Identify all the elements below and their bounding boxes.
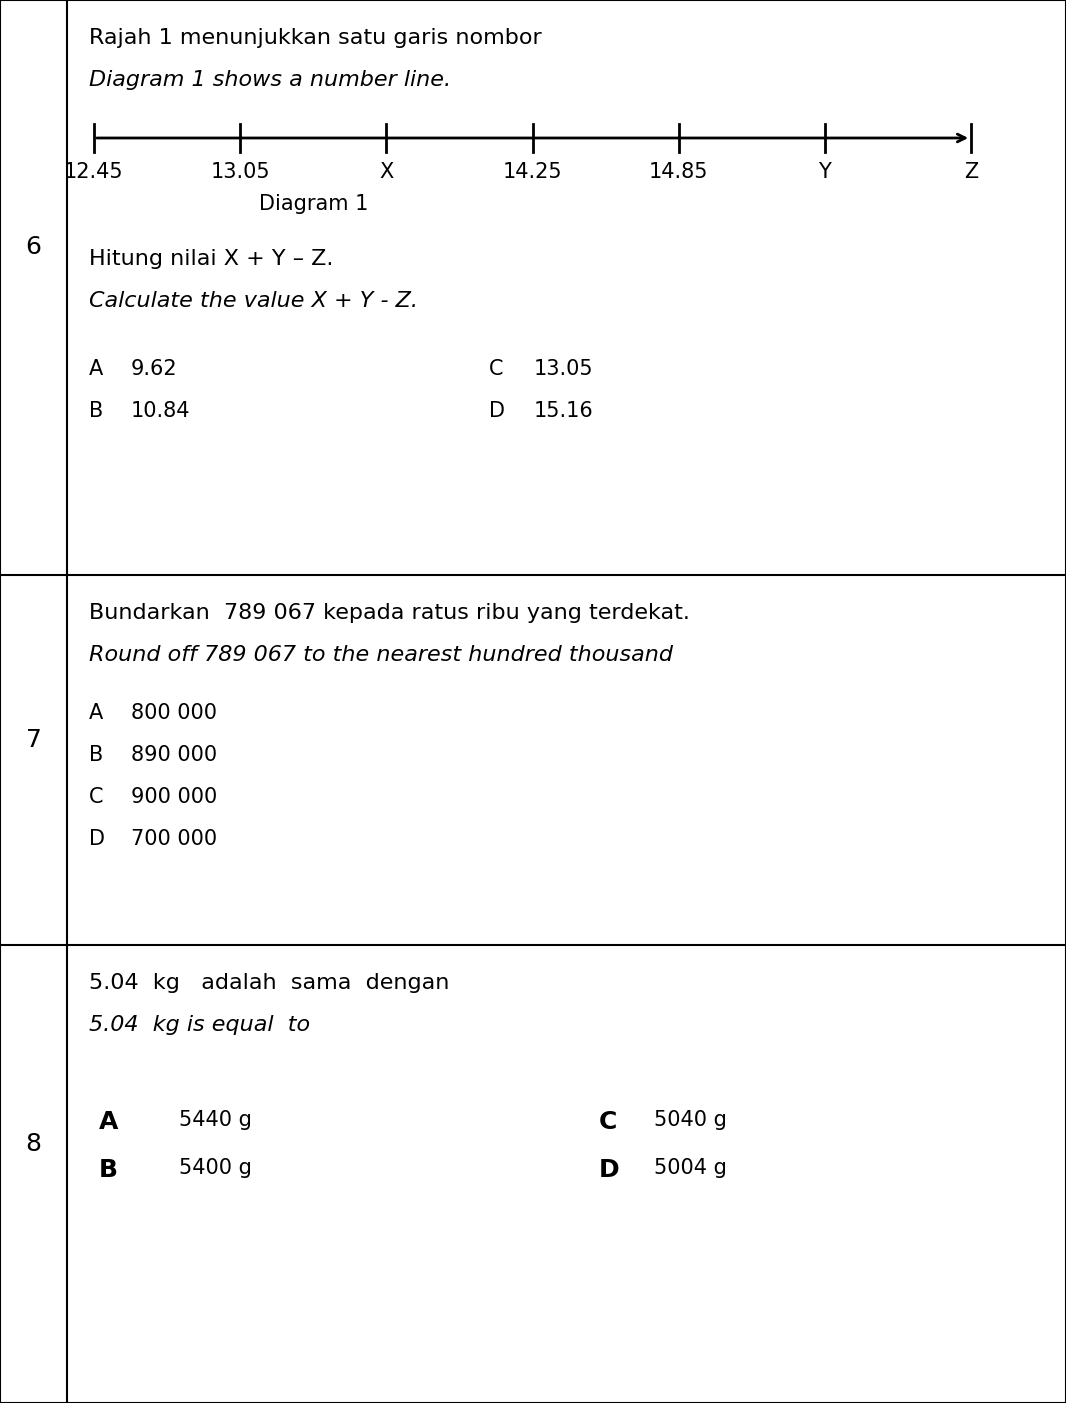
Text: 5.04  kg is equal  to: 5.04 kg is equal to — [88, 1014, 310, 1035]
Text: 14.25: 14.25 — [503, 161, 562, 182]
Text: 5004 g: 5004 g — [655, 1157, 727, 1179]
Text: Rajah 1 menunjukkan satu garis nombor: Rajah 1 menunjukkan satu garis nombor — [88, 28, 542, 48]
Text: 890 000: 890 000 — [131, 745, 217, 765]
Text: Diagram 1: Diagram 1 — [259, 194, 368, 215]
Text: 5440 g: 5440 g — [179, 1110, 252, 1129]
Text: 14.85: 14.85 — [649, 161, 709, 182]
Text: 5400 g: 5400 g — [179, 1157, 252, 1179]
Text: Bundarkan  789 067 kepada ratus ribu yang terdekat.: Bundarkan 789 067 kepada ratus ribu yang… — [88, 603, 690, 623]
Text: Calculate the value X + Y - Z.: Calculate the value X + Y - Z. — [88, 290, 418, 311]
Text: 13.05: 13.05 — [534, 359, 594, 379]
Text: A: A — [88, 359, 103, 379]
Text: A: A — [99, 1110, 118, 1134]
Text: D: D — [489, 401, 505, 421]
Text: 15.16: 15.16 — [534, 401, 594, 421]
Text: 800 000: 800 000 — [131, 703, 217, 723]
Text: Y: Y — [819, 161, 831, 182]
Text: 12.45: 12.45 — [64, 161, 124, 182]
Text: A: A — [88, 703, 103, 723]
Text: 900 000: 900 000 — [131, 787, 217, 807]
Text: 7: 7 — [26, 728, 42, 752]
Text: X: X — [379, 161, 393, 182]
Text: 10.84: 10.84 — [131, 401, 191, 421]
Text: Z: Z — [964, 161, 979, 182]
Text: 700 000: 700 000 — [131, 829, 217, 849]
Text: 8: 8 — [26, 1132, 42, 1156]
Text: D: D — [88, 829, 104, 849]
Text: Diagram 1 shows a number line.: Diagram 1 shows a number line. — [88, 70, 451, 90]
Text: Hitung nilai X + Y – Z.: Hitung nilai X + Y – Z. — [88, 248, 334, 269]
Text: C: C — [599, 1110, 617, 1134]
Text: C: C — [88, 787, 103, 807]
Text: 13.05: 13.05 — [210, 161, 270, 182]
Text: 5040 g: 5040 g — [655, 1110, 727, 1129]
Text: 6: 6 — [26, 236, 42, 260]
Text: B: B — [99, 1157, 118, 1181]
Text: 5.04  kg   adalah  sama  dengan: 5.04 kg adalah sama dengan — [88, 974, 450, 993]
Text: D: D — [599, 1157, 619, 1181]
Text: Round off 789 067 to the nearest hundred thousand: Round off 789 067 to the nearest hundred… — [88, 645, 673, 665]
Text: 9.62: 9.62 — [131, 359, 178, 379]
Text: B: B — [88, 401, 103, 421]
Text: B: B — [88, 745, 103, 765]
Text: C: C — [489, 359, 503, 379]
